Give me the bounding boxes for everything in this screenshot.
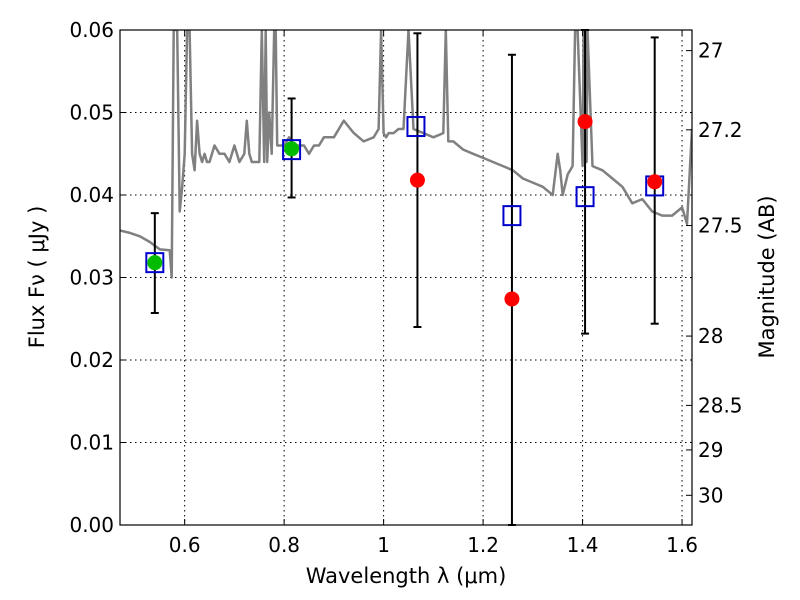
right-tick-label: 27.5: [698, 214, 743, 238]
model-photometry-square: [406, 116, 426, 138]
y-tick-label: 0.02: [69, 348, 114, 372]
right-tick-label: 27.2: [698, 118, 743, 142]
x-tick-label: 1.6: [666, 533, 698, 557]
model-photometry-square: [575, 186, 595, 208]
x-tick-label: 1: [377, 533, 390, 557]
observed-points-layer: [147, 114, 663, 307]
right-tick-label: 27: [698, 39, 723, 63]
right-tick-label: 28: [698, 324, 723, 348]
detection-point: [284, 141, 300, 157]
grid-lines: [120, 30, 692, 525]
model-photometry-square: [282, 139, 302, 161]
x-axis-label: Wavelength λ (μm): [306, 564, 507, 588]
right-axis-label: Magnitude (AB): [755, 195, 779, 358]
right-tick-label: 29: [698, 438, 723, 462]
detection-point: [147, 255, 163, 271]
y-tick-label: 0.01: [69, 431, 114, 455]
nondetection-point: [409, 172, 425, 188]
nondetection-point: [647, 174, 663, 190]
model-spectrum-layer: [120, 30, 692, 279]
right-tick-label: 28.5: [698, 393, 743, 417]
x-tick-label: 1.2: [467, 533, 499, 557]
nondetection-point: [504, 291, 520, 307]
model-photometry-square: [502, 205, 522, 227]
nondetection-point: [577, 114, 593, 130]
y-tick-label: 0.05: [69, 101, 114, 125]
axis-ticks: 0.6 0.8 1 1.2 1.4 1.6 0.00 0.01 0.02 0.03 0.04 0.05…: [69, 18, 742, 557]
y-tick-label: 0.04: [69, 183, 114, 207]
x-tick-label: 0.8: [268, 533, 300, 557]
x-tick-label: 0.6: [169, 533, 201, 557]
y-tick-label: 0.03: [69, 266, 114, 290]
x-tick-label: 1.4: [567, 533, 599, 557]
model-spectrum-line: [120, 30, 692, 279]
y-axis-label: Flux Fν ( μJy ): [25, 206, 49, 349]
model-photometry-square: [145, 252, 165, 274]
y-tick-label: 0.06: [69, 18, 114, 42]
right-tick-label: 30: [698, 483, 723, 507]
y-tick-label: 0.00: [69, 513, 114, 537]
